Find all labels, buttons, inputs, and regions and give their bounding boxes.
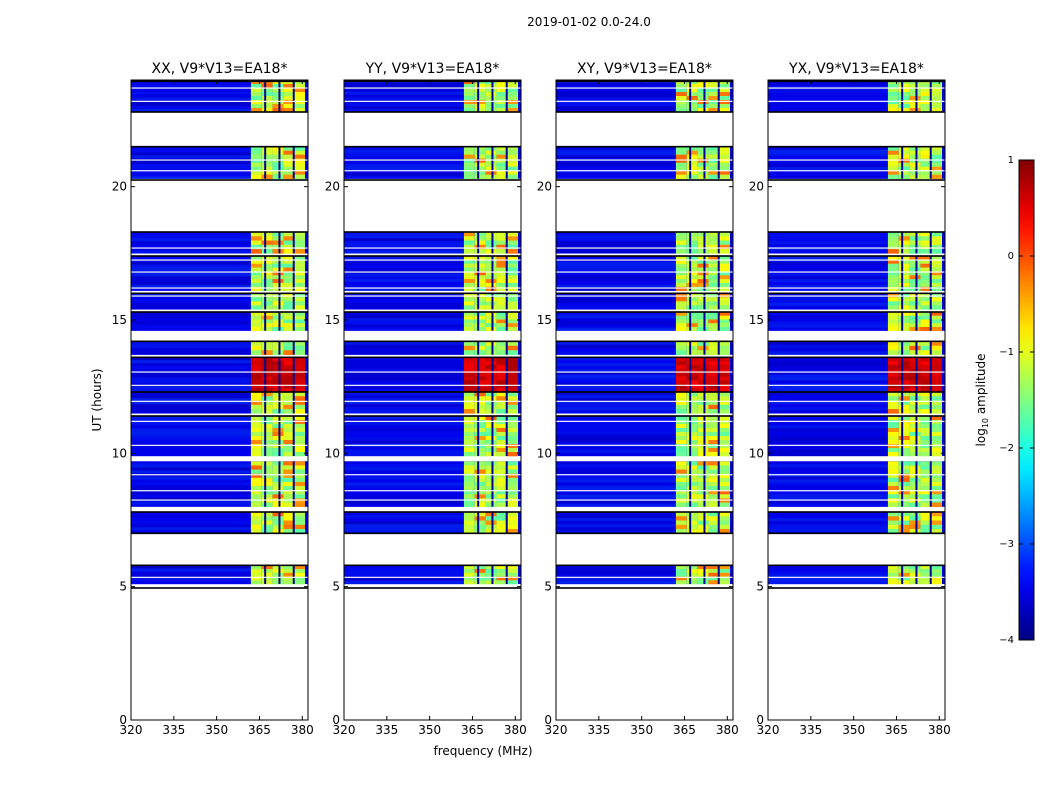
colorbar-tick-label: −1	[999, 347, 1014, 358]
x-tick-label: 350	[630, 723, 653, 737]
x-tick-label: 380	[928, 723, 951, 737]
y-tick-label: 0	[332, 713, 340, 727]
panel-frame	[130, 79, 309, 721]
x-tick-label: 380	[504, 723, 527, 737]
y-tick-label: 15	[325, 313, 340, 327]
y-tick-label: 5	[544, 580, 552, 594]
x-tick-label: 320	[545, 723, 568, 737]
x-tick-label: 365	[885, 723, 908, 737]
y-tick-label: 0	[119, 713, 127, 727]
panel-3: YX, V9*V13=EA18* 320 335 350 365 380 0 5 10 15 20	[749, 61, 951, 737]
y-tick-label: 5	[332, 580, 340, 594]
y-tick-label: 10	[537, 446, 552, 460]
spectrogram-image	[131, 80, 308, 720]
x-tick-label: 350	[842, 723, 865, 737]
y-tick-label: 20	[112, 180, 127, 194]
x-tick-label: 335	[375, 723, 398, 737]
panel-frame	[767, 79, 946, 721]
x-tick-label: 335	[799, 723, 822, 737]
y-tick-label: 0	[544, 713, 552, 727]
panel-title: YX, V9*V13=EA18*	[788, 61, 924, 77]
spectrogram-image	[768, 80, 945, 720]
y-tick-label: 10	[325, 446, 340, 460]
x-tick-label: 335	[162, 723, 185, 737]
panel-0: XX, V9*V13=EA18* 320 335 350 365 380 0 5 10 15 20	[112, 61, 314, 737]
x-tick-label: 320	[333, 723, 356, 737]
colorbar-tick-label: −2	[999, 443, 1014, 454]
spectrogram-image	[344, 80, 521, 720]
colorbar-tick-label: 1	[1008, 155, 1014, 166]
panel-title: XX, V9*V13=EA18*	[152, 61, 288, 77]
x-tick-label: 335	[587, 723, 610, 737]
x-tick-label: 320	[120, 723, 143, 737]
panel-2: XY, V9*V13=EA18* 320 335 350 365 380 0 5 10 15 20	[537, 61, 739, 737]
x-tick-label: 380	[291, 723, 314, 737]
y-tick-label: 5	[119, 580, 127, 594]
x-tick-label: 320	[757, 723, 780, 737]
y-tick-label: 10	[112, 446, 127, 460]
panel-title: YY, V9*V13=EA18*	[365, 61, 500, 77]
y-tick-label: 10	[749, 446, 764, 460]
colorbar-label: log10 amplitude	[974, 354, 990, 447]
colorbar-tick-label: −4	[999, 635, 1014, 646]
y-tick-label: 20	[537, 180, 552, 194]
colorbar-tick-label: −3	[999, 539, 1014, 550]
x-tick-label: 365	[248, 723, 271, 737]
x-tick-label: 350	[418, 723, 441, 737]
x-tick-label: 380	[716, 723, 739, 737]
x-axis-label: frequency (MHz)	[433, 744, 532, 758]
y-tick-label: 20	[325, 180, 340, 194]
spectrogram-image	[556, 80, 733, 720]
x-tick-label: 365	[673, 723, 696, 737]
y-tick-label: 15	[537, 313, 552, 327]
y-tick-label: 5	[756, 580, 764, 594]
colorbar: 1 0 −1 −2 −3 −4 log10 amplitude	[974, 155, 1035, 646]
panel-frame	[555, 79, 734, 721]
x-tick-label: 365	[461, 723, 484, 737]
colorbar-tick-label: 0	[1008, 251, 1014, 262]
figure-suptitle: 2019-01-02 0.0-24.0	[527, 15, 651, 29]
panel-frame	[343, 79, 522, 721]
panel-1: YY, V9*V13=EA18* 320 335 350 365 380 0 5 10 15 20	[325, 61, 527, 737]
y-tick-label: 20	[749, 180, 764, 194]
y-tick-label: 15	[112, 313, 127, 327]
y-tick-label: 15	[749, 313, 764, 327]
y-axis-label: UT (hours)	[90, 368, 104, 431]
x-tick-label: 350	[205, 723, 228, 737]
y-tick-label: 0	[756, 713, 764, 727]
panel-title: XY, V9*V13=EA18*	[577, 61, 712, 77]
colorbar-gradient	[1018, 159, 1035, 641]
